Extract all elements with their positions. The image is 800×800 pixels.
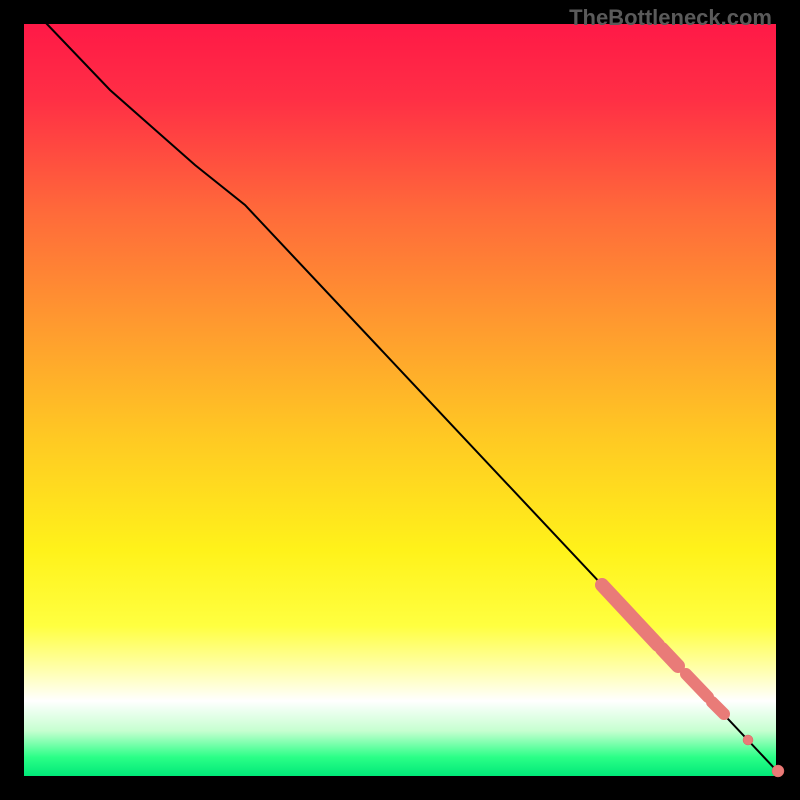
marker-segment (662, 649, 678, 666)
curve-layer (0, 0, 800, 800)
watermark-text: TheBottleneck.com (569, 5, 772, 31)
marker-segment (686, 674, 708, 697)
plot-area (24, 24, 776, 776)
marker-dot (743, 735, 753, 745)
marker-dot (772, 765, 784, 777)
marker-segment (602, 585, 658, 645)
marker-segment (712, 702, 724, 714)
